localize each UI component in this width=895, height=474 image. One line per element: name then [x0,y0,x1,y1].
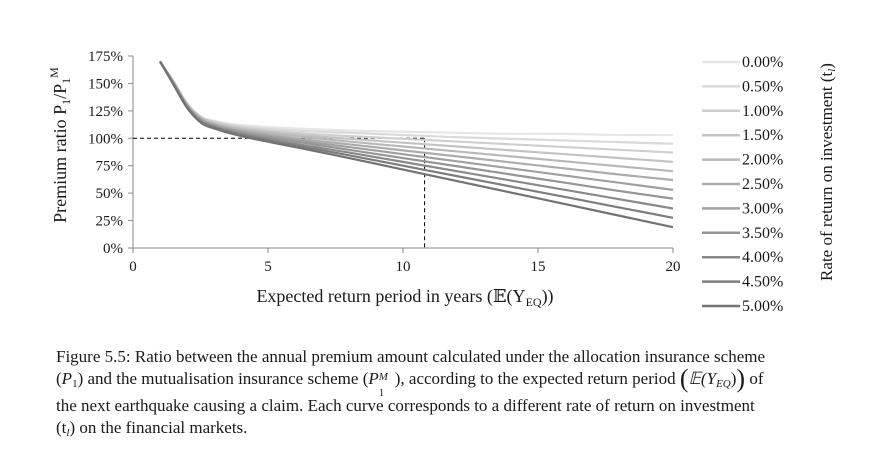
legend-label-8: 4.00% [742,249,783,266]
y-tick-label: 150% [88,76,123,92]
tick-labels: 0% 25% 50% 75% 100% 125% 150% 175% 0 5 10 15 20 [88,49,681,275]
x-axis-label-sub: EQ [526,295,542,309]
caption-line-4: (tl) on the financial markets. [56,417,886,444]
legend-title-sub: l [826,69,838,72]
caption-math-sub: l [66,427,70,439]
caption-math-sup: M [378,371,388,383]
x-tick-label: 15 [531,259,546,275]
legend-label-4: 2.00% [742,152,783,169]
caption-line-3-text: the next earthquake causing a claim. Eac… [56,396,755,415]
axes [128,55,674,253]
legend-title-end: ) [817,63,836,69]
series-line-2 [159,60,674,154]
x-tick-label: 20 [666,259,681,275]
y-axis-label-text: Premium ratio P [50,105,70,223]
series-line-4 [159,60,674,173]
caption-math: 𝔼(Y [688,369,717,388]
caption-math: P [368,369,379,388]
y-tick-label: 25% [96,214,124,230]
x-axis-label: Expected return period in years (𝔼(YEQ)) [256,286,553,309]
caption-paren-open: ( [679,364,689,393]
legend-label-5: 2.50% [742,176,783,193]
caption-text: ( [56,369,62,388]
legend-label-3: 1.50% [742,127,783,144]
legend-label-10: 5.00% [742,298,783,315]
caption-math-sub: EQ [716,378,731,390]
figure-caption: Figure 5.5: Ratio between the annual pre… [56,346,886,444]
y-axis-label-slash: /P [50,84,70,99]
series-line-5 [159,60,674,182]
caption-text: of [745,369,764,388]
caption-math: P [61,369,73,388]
x-axis-label-end: )) [542,286,554,307]
caption-text: ) and the mutualisation insurance scheme… [77,369,369,388]
series-line-10 [159,60,674,229]
caption-line-1: Figure 5.5: Ratio between the annual pre… [56,346,886,368]
x-axis-label-text: Expected return period in years (𝔼(Y [256,286,525,307]
caption-line-1-text: Figure 5.5: Ratio between the annual pre… [56,347,766,366]
x-tick-label: 0 [129,259,137,275]
y-axis-label-sub1: 1 [59,99,73,105]
y-tick-label: 75% [96,159,124,175]
legend-title-text: Rate of return on investment (t [817,72,836,281]
y-tick-label: 100% [88,131,123,147]
y-tick-label: 0% [103,241,123,257]
legend-label-2: 1.00% [742,103,783,120]
y-axis-label-sub2: 1 [59,78,73,84]
y-tick-label: 125% [88,104,123,120]
legend-label-0: 0.00% [742,54,783,71]
legend-label-1: 0.50% [742,78,783,95]
y-axis-label: Premium ratio P1/P1M [47,67,73,223]
legend-label-9: 4.50% [742,274,783,291]
legend-label-7: 3.50% [742,225,783,242]
series-lines [159,60,674,229]
chart: 0% 25% 50% 75% 100% 125% 150% 175% 0 5 10 15 20 0.00… [47,49,838,315]
y-tick-label: 175% [88,49,123,65]
caption-text: ), according to the expected return peri… [394,369,680,388]
caption-paren-close: ) [736,364,746,393]
x-tick-label: 10 [396,259,411,275]
y-axis-label-sup: M [47,67,61,78]
legend: 0.00% 0.50% 1.00% 1.50% 2.00% 2.50% 3.00% 3.50%… [702,54,783,315]
y-tick-label: 50% [96,186,124,202]
caption-text: (t [56,418,67,437]
reference-lines [133,137,426,248]
caption-text: ) on the financial markets. [69,418,248,437]
x-tick-label: 5 [264,259,272,275]
caption-line-2: (P1) and the mutualisation insurance sch… [56,366,886,400]
series-line-0 [159,60,674,137]
caption-line-3: the next earthquake causing a claim. Eac… [56,395,886,417]
caption-math-sub: 1 [378,387,385,399]
legend-label-6: 3.00% [742,200,783,217]
caption-math: ) [730,369,737,388]
caption-math-sub: 1 [72,378,78,390]
legend-title: Rate of return on investment (tl) [817,63,838,281]
